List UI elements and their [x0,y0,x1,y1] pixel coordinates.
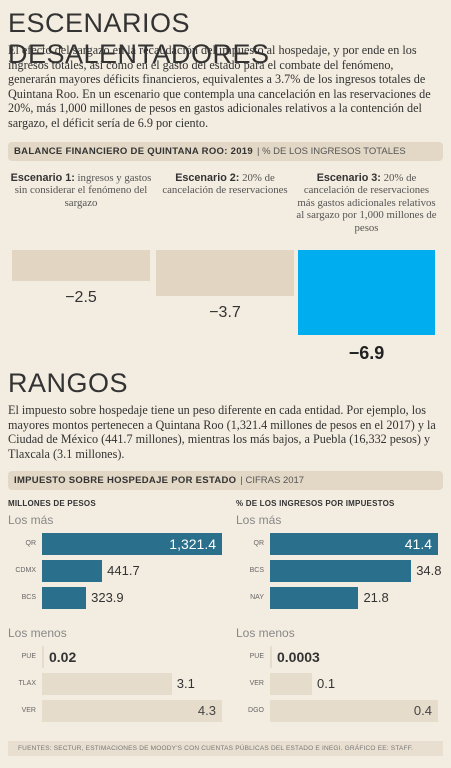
value-label: 34.8 [416,563,442,578]
value-bar [42,673,172,695]
value-label: 3.1 [176,676,195,691]
value-label: 441.7 [107,563,140,578]
chart1-subtitle: | % DE LOS INGRESOS TOTALES [256,146,406,157]
balance-bar [298,250,435,335]
section2-paragraph: El impuesto sobre hospedaje tiene un pes… [8,403,436,461]
group-label: Los más [236,513,282,527]
category-label: VER [21,707,36,714]
value-bar [42,533,222,555]
category-label: QR [253,540,265,547]
value-label: 0.1 [317,676,336,691]
value-label: 0.02 [49,649,77,665]
category-label: VER [249,680,264,687]
value-label: 4.3 [197,703,216,718]
value-bar [270,560,412,582]
group-label: Los menos [236,626,295,640]
category-label: DGO [248,707,264,714]
chart2-header: IMPUESTO SOBRE HOSPEDAJE POR ESTADO | CIF… [8,471,443,490]
balance-value-label: −2.5 [65,288,97,306]
balance-bar [12,250,150,281]
chart1-header: BALANCE FINANCIERO DE QUINTANA ROO: 2019… [8,142,443,161]
category-label: QR [25,540,37,547]
value-bar [270,700,438,722]
chart2-title: IMPUESTO SOBRE HOSPEDAJE POR ESTADO [14,475,237,486]
category-label: CDMX [15,567,36,574]
balance-value-label: −6.9 [348,342,385,363]
scenario-label: Escenario 2: 20% de cancelación de reser… [162,172,288,197]
category-label: NAY [250,594,264,601]
value-label: 41.4 [404,536,432,552]
value-label: 0.4 [413,703,432,718]
group-label: Los menos [8,626,67,640]
category-label: PUE [21,653,36,660]
value-label: 323.9 [91,590,124,605]
value-label: 1,321.4 [169,536,216,552]
category-label: TLAX [18,680,36,687]
chart1-title: BALANCE FINANCIERO DE QUINTANA ROO: 2019 [14,146,253,157]
balance-value-label: −3.7 [209,303,241,321]
category-label: BCS [21,594,36,601]
scenario-label: Escenario 3: 20% de cancelación de reser… [296,172,437,234]
scenario-label: Escenario 1: ingresos y gastos sin consi… [10,172,152,209]
group-label: Los más [8,513,54,527]
value-bar [270,533,438,555]
chart-column-title: MILLONES DE PESOS [8,499,96,508]
value-bar [42,587,87,609]
section2-title: RANGOS [8,368,129,398]
value-bar [42,700,222,722]
value-bar [42,646,44,668]
chart2-subtitle: | CIFRAS 2017 [240,475,305,486]
value-label: 0.0003 [277,649,320,665]
value-bar [42,560,103,582]
section1-paragraph: El efecto del sargazo en la recaudación … [8,43,431,130]
footer-sources: FUENTES: SECTUR, ESTIMACIONES DE MOODY'S… [8,741,443,756]
value-bar [270,646,272,668]
category-label: PUE [249,653,264,660]
section1-title: ESCENARIOS DESALENTADORES [8,8,270,69]
scenario-name: Escenario 1: [10,172,75,184]
value-label: 21.8 [363,590,389,605]
value-bar [270,587,359,609]
category-label: BCS [249,567,264,574]
value-bar [270,673,312,695]
chart-column-title: % DE LOS INGRESOS POR IMPUESTOS [236,499,395,508]
balance-bar [156,250,294,296]
scenario-name: Escenario 2: [175,172,240,184]
scenario-name: Escenario 3: [316,172,381,184]
